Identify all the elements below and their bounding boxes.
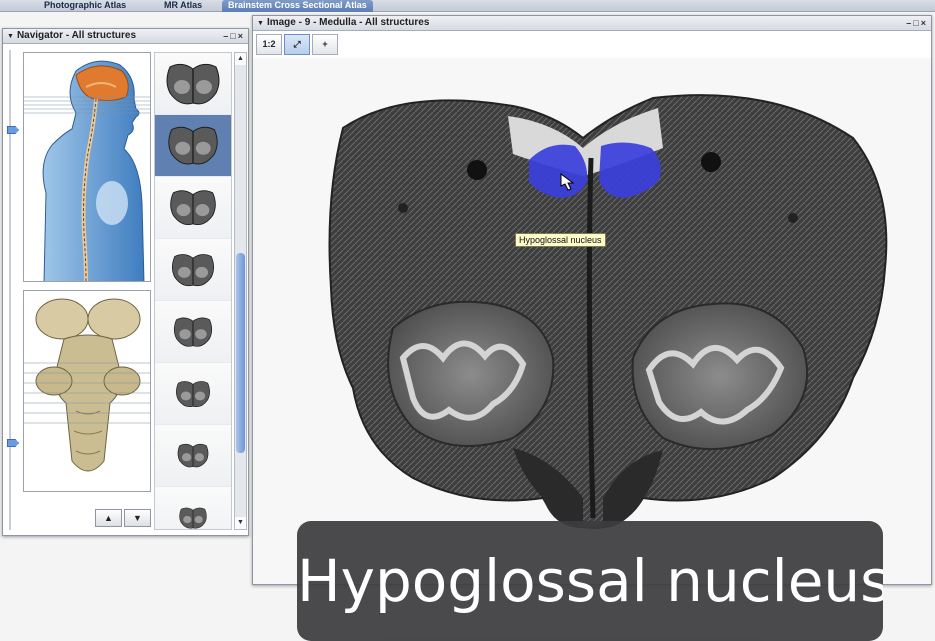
fit-tool-button[interactable]: ⤢ [284, 34, 310, 55]
image-window-controls[interactable]: –□× [906, 18, 928, 28]
navigator-title: Navigator - All structures [16, 30, 137, 41]
section-thumbnail-image [173, 317, 213, 347]
hypoglossal-nucleus-right[interactable] [599, 142, 661, 198]
level-marker-lower-icon[interactable] [7, 439, 19, 447]
brainstem-dorsal-view[interactable] [23, 290, 151, 492]
navigator-window-controls[interactable]: –□× [223, 31, 245, 41]
level-step-buttons: ▲ ▼ [95, 509, 151, 529]
section-thumbnail[interactable] [155, 177, 231, 239]
section-thumbnail-image [166, 63, 220, 104]
zoom-tool-button[interactable]: 1:2 [256, 34, 282, 55]
section-thumbnail-image [179, 507, 207, 529]
section-thumbnail[interactable] [155, 301, 231, 363]
section-thumbnail-image [176, 380, 210, 407]
scroll-down-icon[interactable]: ▼ [235, 517, 246, 529]
level-marker-upper-icon[interactable] [7, 126, 19, 134]
section-thumbnail[interactable] [155, 363, 231, 425]
section-thumbnail-image [177, 443, 209, 468]
hypoglossal-nucleus-left[interactable] [529, 144, 588, 198]
image-window: ▼ Image - 9 - Medulla - All structures –□… [252, 15, 932, 585]
thumbnail-scrollbar[interactable]: ▲ ▼ [234, 52, 247, 530]
medulla-cross-section [253, 58, 931, 584]
section-thumbnail-list[interactable] [154, 52, 232, 530]
collapse-triangle-icon[interactable]: ▼ [7, 33, 14, 40]
image-titlebar[interactable]: ▼ Image - 9 - Medulla - All structures –□… [253, 16, 931, 31]
crosshair-tool-button[interactable]: + [312, 34, 338, 55]
section-thumbnail-image [171, 253, 215, 286]
image-title: Image - 9 - Medulla - All structures [266, 17, 430, 28]
section-thumbnail-image [168, 126, 218, 165]
tab-photographic-atlas[interactable]: Photographic Atlas [44, 0, 127, 10]
section-thumbnail[interactable] [155, 115, 231, 177]
navigator-titlebar[interactable]: ▼ Navigator - All structures –□× [3, 29, 248, 44]
brainstem-illustration [24, 291, 150, 491]
section-thumbnail-image [170, 190, 216, 226]
section-thumbnail[interactable] [155, 487, 231, 529]
section-thumbnail[interactable] [155, 239, 231, 301]
section-thumbnail[interactable] [155, 425, 231, 487]
tab-mr-atlas[interactable]: MR Atlas [164, 0, 203, 10]
level-strip [9, 50, 11, 530]
image-canvas[interactable]: Hypoglossal nucleus [253, 58, 931, 584]
sagittal-body-view[interactable] [23, 52, 151, 282]
level-down-button[interactable]: ▼ [124, 509, 151, 527]
atlas-tab-bar: Photographic Atlas MR Atlas Brainstem Cr… [0, 0, 935, 12]
scroll-thumb[interactable] [236, 253, 245, 453]
level-up-button[interactable]: ▲ [95, 509, 122, 527]
image-toolbar: 1:2 ⤢ + [256, 34, 338, 56]
collapse-triangle-icon[interactable]: ▼ [257, 20, 264, 27]
navigator-window: ▼ Navigator - All structures –□× [2, 28, 249, 536]
sagittal-body-illustration [24, 53, 150, 281]
section-thumbnail[interactable] [155, 53, 231, 115]
structure-tooltip: Hypoglossal nucleus [515, 233, 606, 247]
hand-cursor-icon [560, 173, 575, 191]
tab-brainstem-cross-sectional-atlas[interactable]: Brainstem Cross Sectional Atlas [222, 0, 373, 12]
video-caption: Hypoglossal nucleus [297, 521, 883, 641]
scroll-up-icon[interactable]: ▲ [235, 53, 246, 65]
